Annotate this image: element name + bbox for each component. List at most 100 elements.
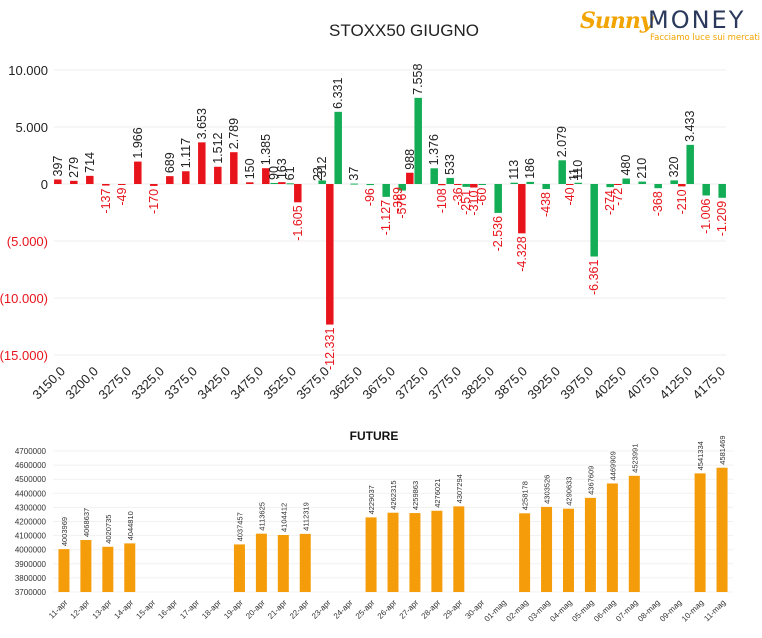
data-label: 4259863 [411,481,420,510]
data-label: -40 [563,187,577,205]
bar [430,168,438,184]
bar [270,182,278,184]
data-label: -4.328 [515,236,529,271]
y-tick-label: 4700000 [15,447,47,456]
y-tick-label: 4100000 [15,532,47,541]
data-label: 4044810 [126,511,135,540]
y-tick-label: (10.000) [0,291,48,306]
bar [262,168,270,184]
x-tick-label: 3825,0 [458,364,497,403]
data-label: 312 [315,157,329,178]
bar [334,111,342,184]
bar [438,184,446,186]
bar [470,184,478,188]
y-tick-label: (5.000) [7,234,48,249]
bar [542,184,550,189]
logo-word-money: MONEY [648,6,746,34]
bar [70,180,78,184]
bar [230,152,238,184]
data-label: 113 [507,160,521,180]
bar [54,179,62,184]
sunny-money-logo: Sunny MONEY Facciamo luce sui mercati [578,4,760,48]
data-label: 1.966 [131,127,145,158]
data-label: 4003969 [60,517,69,546]
data-label: 4290633 [564,477,573,506]
y-tick-label: (15.000) [0,348,48,363]
bar [558,160,566,184]
bar [541,506,553,592]
x-tick-label: 3925,0 [524,364,563,403]
x-tick-label: 27-apr [398,598,421,621]
bar [124,543,136,592]
data-label: 4037457 [235,512,244,541]
data-label: -251 [459,190,473,215]
y-tick-label: 3900000 [15,560,47,569]
bar [628,475,640,592]
bar [366,184,374,186]
future-chart-title: FUTURE [350,429,399,443]
data-label: 1.385 [259,134,273,165]
data-label: -12.331 [323,328,337,370]
x-tick-label: 24-apr [332,598,355,621]
x-tick-label: 16-apr [156,598,179,621]
data-label: 186 [523,158,537,179]
data-label: 4276021 [433,479,442,508]
data-label: -389 [391,187,405,212]
x-tick-label: 04-mag [548,598,574,624]
bar [326,184,334,325]
data-label: 3.433 [683,111,697,142]
bar [278,182,286,184]
x-tick-label: 3725,0 [392,364,431,403]
bar [286,183,294,185]
y-tick-label: 4000000 [15,546,47,555]
data-label: 689 [163,152,177,173]
bar [214,166,222,184]
bar [102,184,110,186]
bar [686,144,694,184]
data-label: 2.079 [555,126,569,157]
data-label: -108 [435,188,449,213]
x-tick-label: 3425,0 [194,364,233,403]
chart-title: STOXX50 GIUGNO [329,21,479,40]
data-label: 37 [347,167,361,181]
data-label: -6.361 [587,259,601,294]
bar [80,540,92,592]
x-tick-label: 03-mag [526,598,552,624]
data-label: -576 [395,194,409,219]
bar [518,184,526,234]
data-label: -1.605 [291,205,305,240]
bar [406,172,414,184]
bar [86,175,94,184]
x-tick-label: 3275,0 [95,364,134,403]
x-tick-label: 19-apr [222,598,245,621]
x-tick-label: 29-apr [442,598,465,621]
x-tick-label: 15-apr [134,598,157,621]
data-label: 61 [283,166,297,180]
x-tick-label: 4075,0 [623,364,662,403]
x-tick-label: 05-mag [570,598,596,624]
bar [606,483,618,592]
bar [150,184,158,186]
x-tick-label: 4175,0 [689,364,728,403]
bar [166,176,174,184]
x-tick-label: 22-apr [288,598,311,621]
bar [584,497,596,592]
bar [299,533,311,592]
bar [318,180,326,184]
data-label: 210 [635,158,649,179]
bar [277,534,289,592]
data-label: -210 [675,189,689,214]
bar [519,513,531,592]
bar [294,184,302,203]
bar [365,517,377,592]
x-tick-label: 3200,0 [62,364,101,403]
x-tick-label: 09-mag [658,598,684,624]
x-tick-label: 3575,0 [293,364,332,403]
data-label: 4112319 [301,502,310,531]
data-label: 480 [619,155,633,176]
bar [454,184,462,185]
data-label: -1.006 [699,198,713,233]
x-tick-label: 21-apr [266,598,289,621]
data-label: 1.117 [179,138,193,168]
x-tick-label: 20-apr [244,598,267,621]
